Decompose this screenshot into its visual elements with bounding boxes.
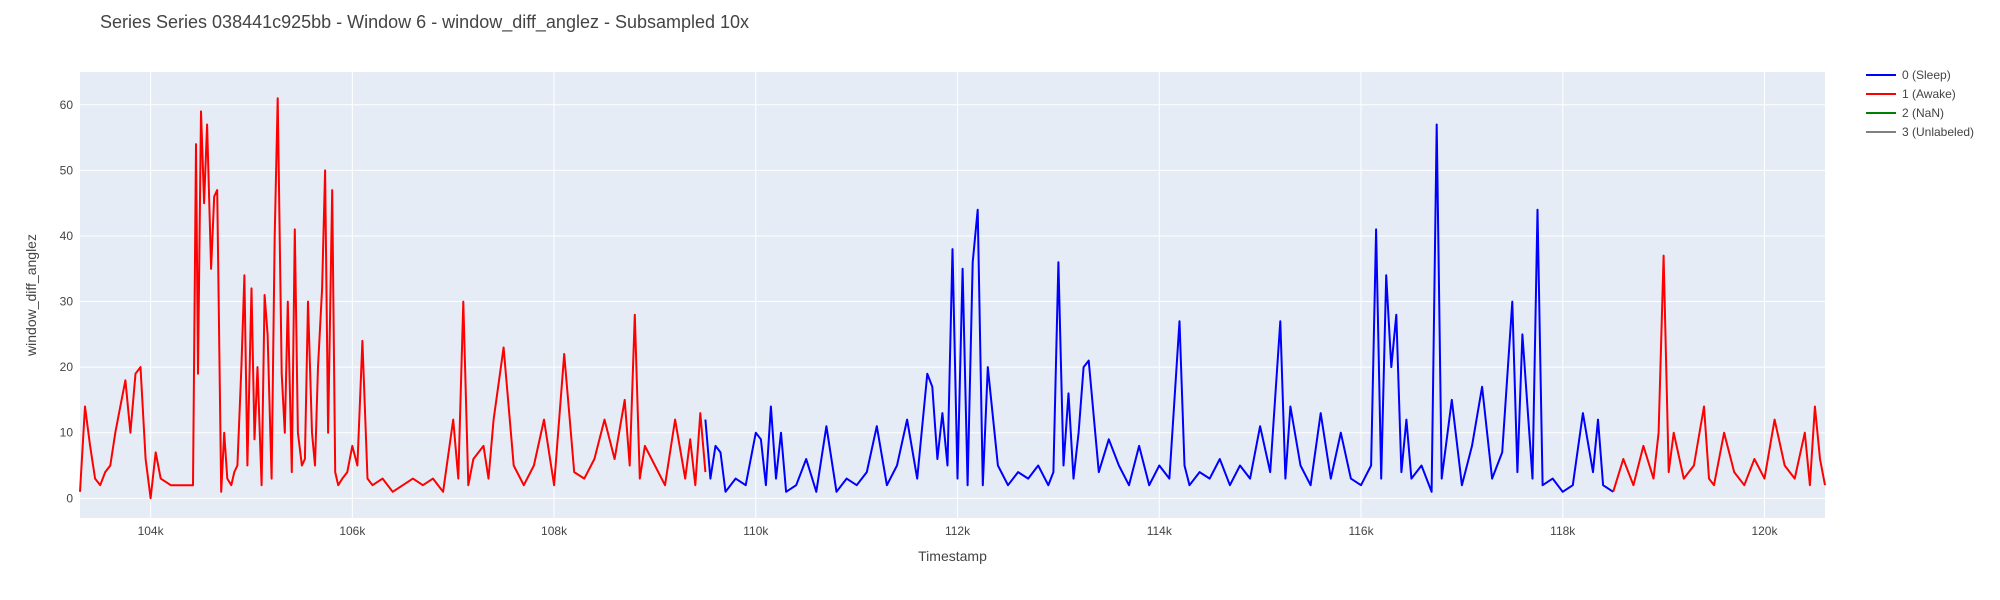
x-tick-label: 120k	[1751, 524, 1778, 538]
y-tick-label: 0	[66, 491, 73, 505]
chart-title: Series Series 038441c925bb - Window 6 - …	[100, 12, 750, 32]
y-tick-label: 50	[60, 163, 74, 177]
legend-item[interactable]: 3 (Unlabeled)	[1866, 125, 1974, 139]
legend-label: 0 (Sleep)	[1902, 68, 1951, 82]
x-tick-label: 104k	[138, 524, 165, 538]
legend-item[interactable]: 1 (Awake)	[1866, 87, 1956, 101]
series-layer	[79, 97, 1826, 500]
legend-label: 2 (NaN)	[1902, 106, 1944, 120]
x-axis-title: Timestamp	[918, 548, 987, 564]
x-tick-label: 110k	[743, 524, 769, 538]
legend-item[interactable]: 0 (Sleep)	[1866, 68, 1951, 82]
legend-label: 3 (Unlabeled)	[1902, 125, 1974, 139]
legend[interactable]: 0 (Sleep) 1 (Awake) 2 (NaN) 3 (Unlabeled)	[1866, 68, 1974, 139]
series-line	[704, 123, 1614, 493]
legend-label: 1 (Awake)	[1902, 87, 1956, 101]
x-tick-label: 106k	[339, 524, 366, 538]
y-tick-label: 20	[60, 360, 74, 374]
x-tick-label: 108k	[541, 524, 568, 538]
y-tick-label: 30	[60, 295, 74, 309]
y-tick-label: 10	[60, 426, 74, 440]
series-line	[79, 97, 707, 500]
x-tick-label: 112k	[945, 524, 971, 538]
y-axis-title: window_diff_anglez	[23, 234, 39, 357]
y-tick-label: 60	[60, 98, 74, 112]
series-line	[1612, 254, 1826, 493]
tick-layer: 104k 106k 108k 110k 112k 114k 116k 118k 120k 0 10 2…	[60, 98, 1779, 538]
x-tick-label: 118k	[1550, 524, 1576, 538]
y-tick-label: 40	[60, 229, 74, 243]
x-tick-label: 114k	[1147, 524, 1173, 538]
legend-item[interactable]: 2 (NaN)	[1866, 106, 1944, 120]
x-tick-label: 116k	[1348, 524, 1374, 538]
